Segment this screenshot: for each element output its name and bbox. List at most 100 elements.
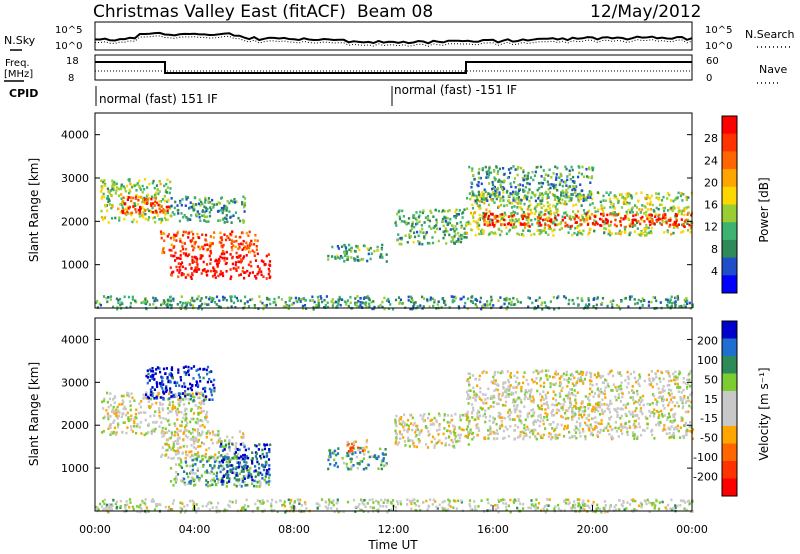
data-cell bbox=[566, 385, 569, 388]
data-cell bbox=[179, 199, 182, 203]
data-cell bbox=[101, 400, 104, 404]
data-cell bbox=[474, 418, 477, 421]
data-cell bbox=[369, 246, 372, 250]
data-cell bbox=[559, 181, 562, 184]
data-cell bbox=[645, 210, 648, 214]
data-cell bbox=[170, 431, 173, 435]
data-cell bbox=[217, 274, 220, 278]
data-cell bbox=[364, 303, 367, 307]
data-cell bbox=[492, 187, 495, 190]
data-cell bbox=[144, 200, 147, 203]
data-cell bbox=[166, 186, 169, 189]
data-cell bbox=[679, 194, 682, 198]
data-cell bbox=[488, 166, 491, 170]
data-cell bbox=[292, 301, 295, 305]
data-cell bbox=[671, 400, 674, 404]
data-cell bbox=[400, 423, 403, 426]
data-cell bbox=[239, 273, 242, 276]
data-cell bbox=[450, 235, 454, 239]
data-cell bbox=[666, 298, 669, 302]
data-cell bbox=[531, 408, 535, 411]
data-cell bbox=[530, 409, 533, 412]
data-cell bbox=[239, 260, 243, 264]
data-cell bbox=[535, 382, 539, 385]
data-cell bbox=[126, 393, 129, 397]
data-cell bbox=[255, 248, 258, 251]
data-cell bbox=[231, 436, 234, 439]
data-cell bbox=[570, 193, 573, 196]
data-cell bbox=[263, 465, 266, 469]
data-cell bbox=[161, 379, 164, 383]
data-cell bbox=[637, 422, 640, 425]
data-cell bbox=[582, 430, 585, 433]
data-cell bbox=[171, 407, 174, 410]
data-cell bbox=[400, 242, 403, 246]
data-cell bbox=[179, 376, 182, 379]
data-cell bbox=[243, 302, 246, 305]
data-cell bbox=[229, 458, 232, 462]
data-cell bbox=[481, 371, 484, 374]
data-cell bbox=[529, 208, 532, 212]
data-cell bbox=[492, 416, 495, 420]
data-cell bbox=[313, 300, 316, 304]
data-cell bbox=[582, 175, 586, 179]
data-cell bbox=[326, 301, 329, 305]
data-cell bbox=[193, 395, 196, 399]
data-cell bbox=[575, 420, 579, 424]
data-cell bbox=[197, 428, 200, 431]
data-cell bbox=[227, 456, 230, 459]
data-cell bbox=[499, 398, 502, 401]
data-cell bbox=[551, 382, 554, 386]
data-cell bbox=[584, 303, 588, 307]
data-cell bbox=[499, 213, 502, 217]
data-cell bbox=[233, 476, 236, 480]
data-cell bbox=[106, 300, 109, 304]
data-cell bbox=[544, 393, 547, 397]
data-cell bbox=[238, 430, 242, 433]
data-cell bbox=[216, 441, 219, 445]
nsky-label: N.Sky bbox=[4, 34, 36, 47]
data-cell bbox=[256, 239, 259, 243]
data-cell bbox=[147, 422, 150, 426]
data-cell bbox=[577, 372, 580, 375]
data-cell bbox=[166, 218, 169, 222]
data-cell bbox=[634, 224, 637, 227]
data-cell bbox=[470, 296, 473, 299]
data-cell bbox=[451, 239, 454, 242]
data-cell bbox=[127, 196, 130, 199]
data-cell bbox=[597, 409, 600, 413]
data-cell bbox=[200, 307, 204, 311]
data-cell bbox=[357, 299, 360, 303]
data-cell bbox=[677, 390, 680, 393]
data-cell bbox=[259, 300, 262, 303]
data-cell bbox=[349, 295, 352, 299]
data-cell bbox=[566, 195, 569, 199]
data-cell bbox=[320, 297, 323, 300]
data-cell bbox=[531, 301, 534, 305]
data-cell bbox=[561, 215, 564, 219]
data-cell bbox=[413, 303, 416, 306]
data-cell bbox=[611, 306, 614, 309]
data-cell bbox=[516, 371, 519, 374]
data-cell bbox=[525, 178, 528, 181]
data-cell bbox=[170, 249, 173, 252]
data-cell bbox=[503, 302, 506, 306]
data-cell bbox=[350, 465, 353, 468]
data-cell bbox=[509, 182, 512, 185]
data-cell bbox=[189, 397, 192, 401]
data-cell bbox=[414, 301, 417, 304]
data-cell bbox=[106, 195, 109, 198]
data-cell bbox=[177, 256, 180, 260]
data-cell bbox=[237, 247, 240, 251]
data-cell bbox=[654, 213, 657, 216]
data-cell bbox=[663, 231, 666, 234]
data-cell bbox=[491, 381, 495, 385]
data-cell bbox=[218, 257, 221, 261]
data-cell bbox=[522, 170, 525, 174]
data-cell bbox=[246, 468, 249, 472]
data-cell bbox=[366, 295, 369, 298]
data-cell bbox=[239, 219, 242, 223]
data-cell bbox=[560, 423, 563, 427]
data-cell bbox=[188, 263, 191, 266]
data-cell bbox=[479, 193, 482, 196]
